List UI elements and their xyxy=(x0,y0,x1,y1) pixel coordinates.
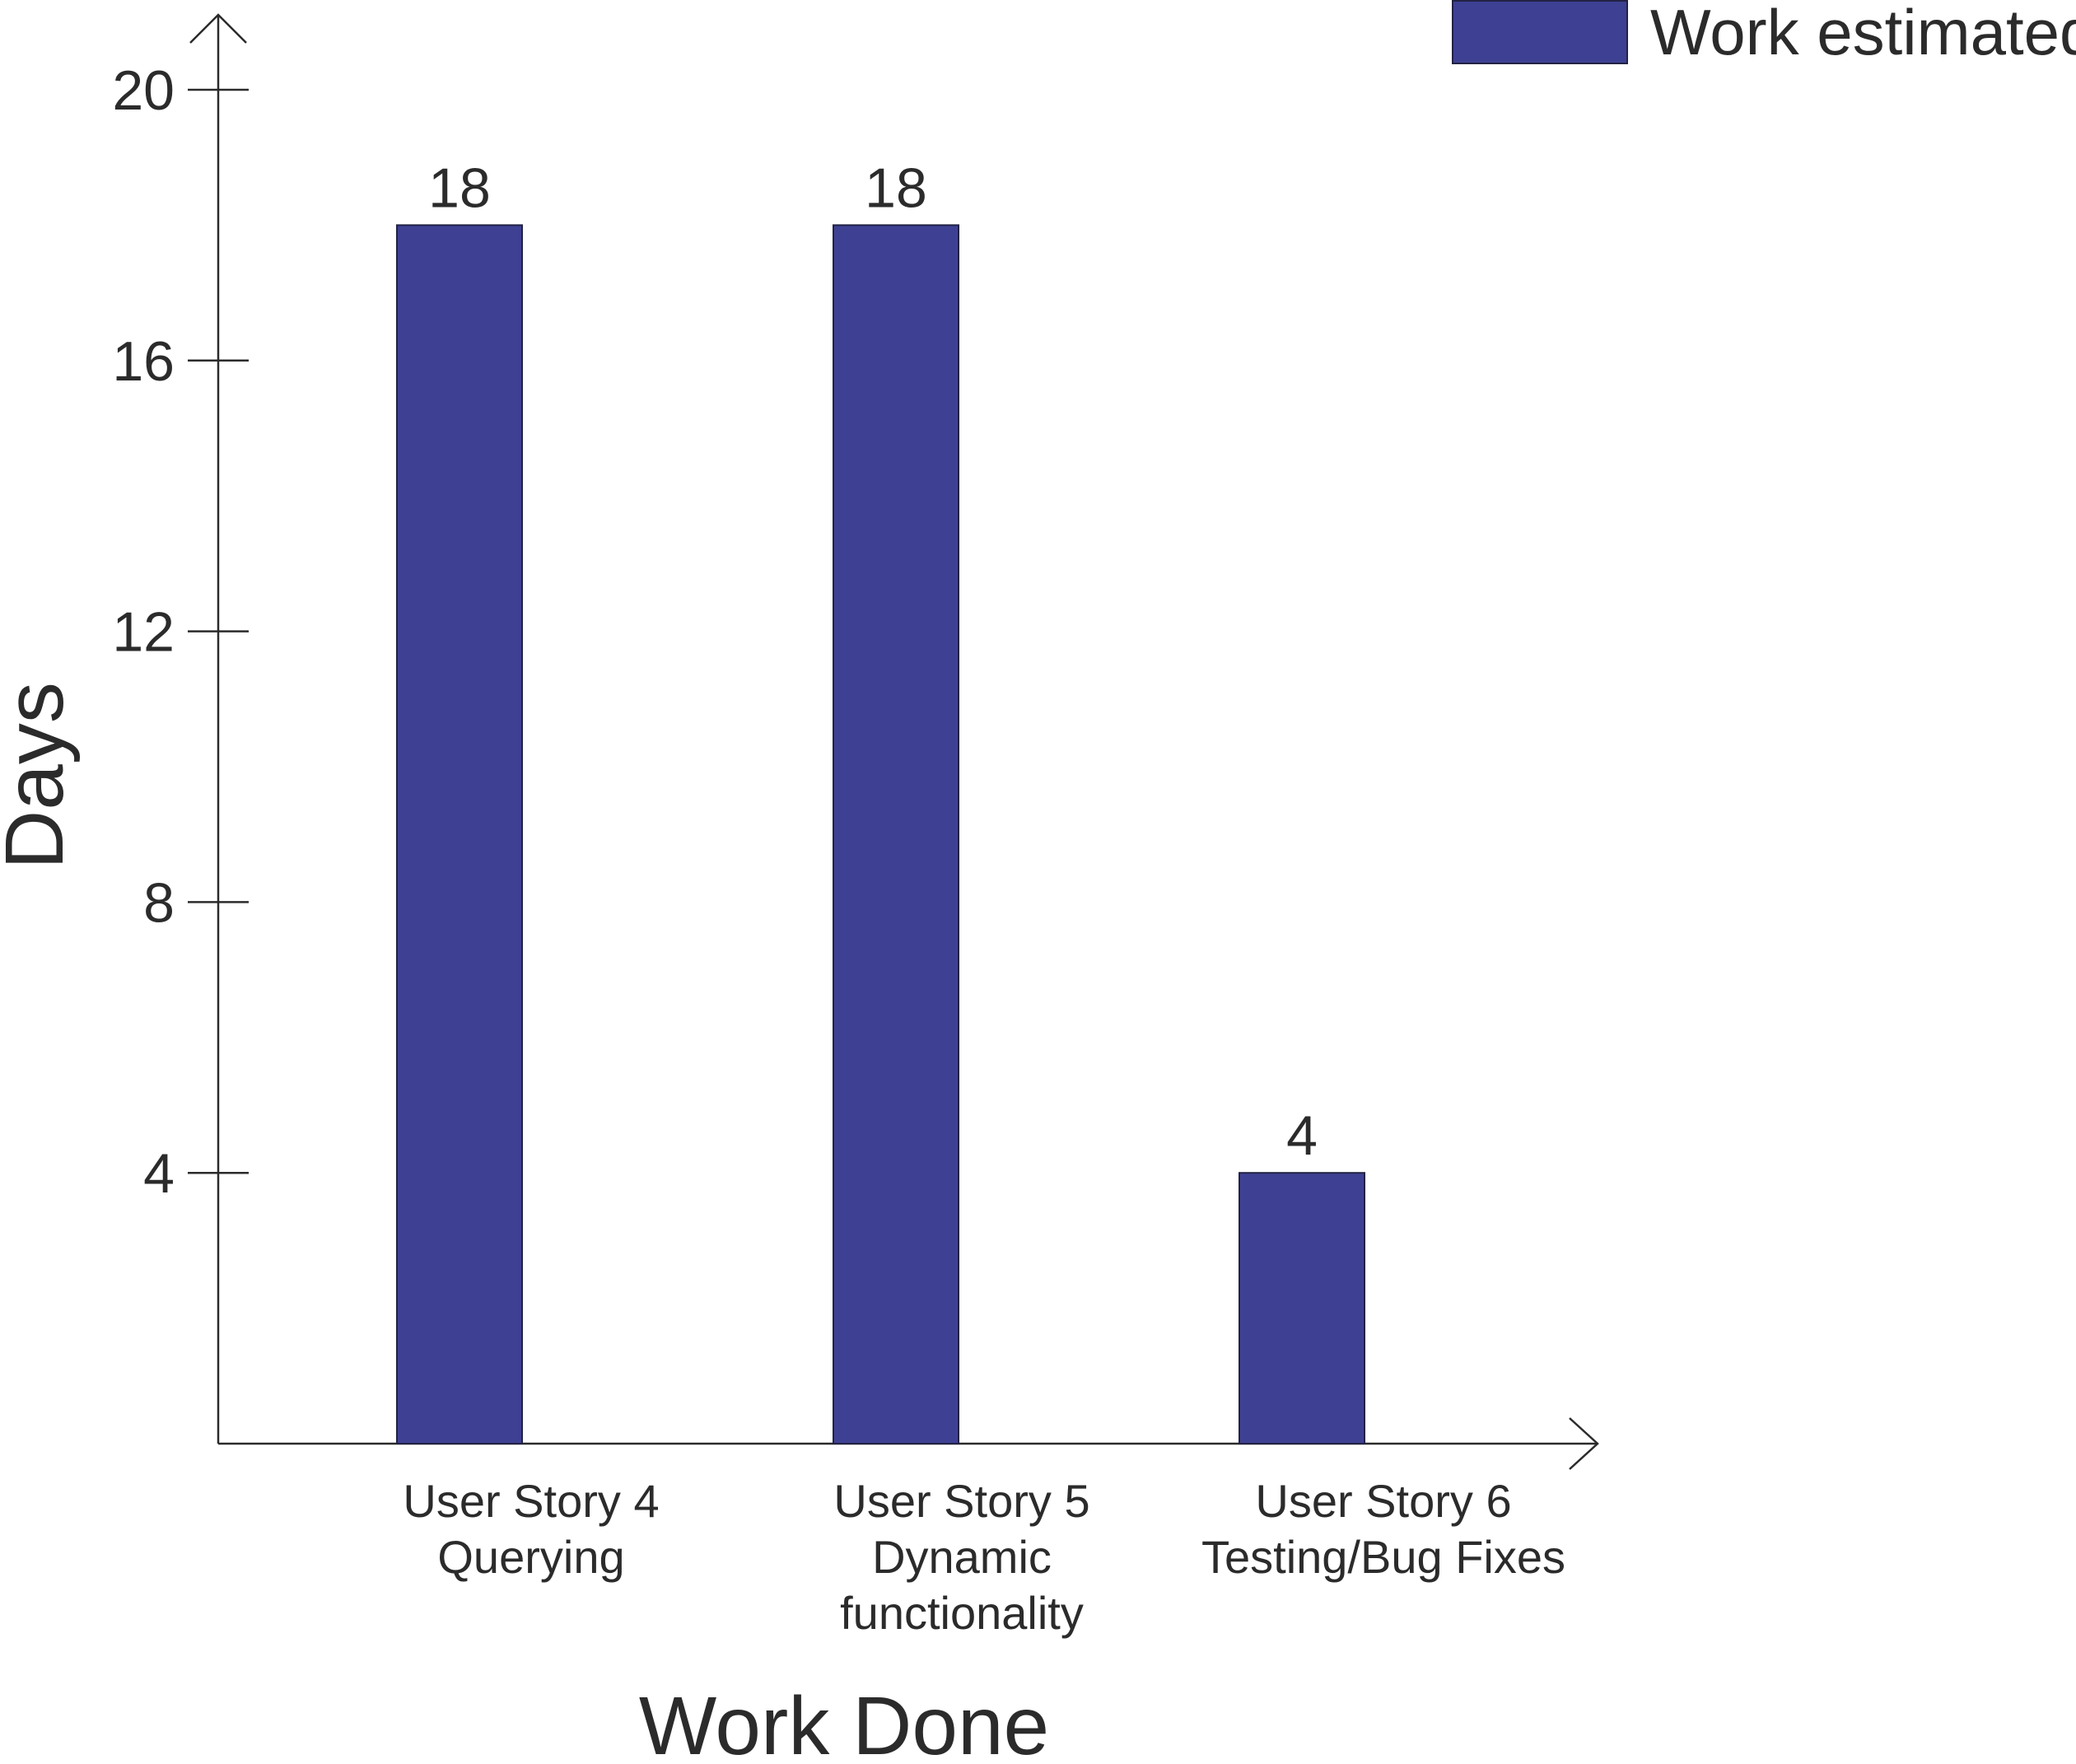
legend-swatch xyxy=(1452,0,1628,64)
bar xyxy=(833,224,959,1444)
bar xyxy=(396,224,523,1444)
labels: 4 8 12 16 20 18 18 4 User Story 4 Querying User St… xyxy=(0,59,1565,1764)
y-tick-label: 12 xyxy=(112,601,175,664)
y-tick-label: 20 xyxy=(112,59,175,122)
y-tick-label: 8 xyxy=(143,871,175,934)
x-category-label: User Story 4 Querying xyxy=(403,1475,659,1583)
x-axis-title: Work Done xyxy=(639,1680,1049,1764)
legend: Work estimated xyxy=(1452,0,2076,68)
y-tick-label: 4 xyxy=(143,1142,175,1205)
x-category-label: User Story 6 Testing/Bug Fixes xyxy=(1201,1475,1565,1583)
bar xyxy=(1239,1172,1365,1444)
bar-value-label: 4 xyxy=(1286,1104,1318,1167)
bar-value-label: 18 xyxy=(428,156,491,219)
legend-label: Work estimated xyxy=(1650,0,2076,68)
y-axis-arrow-icon xyxy=(189,13,247,44)
y-tick-label: 16 xyxy=(112,330,175,393)
x-category-label: User Story 5 Dynamic functionality xyxy=(833,1475,1089,1639)
bars xyxy=(396,224,1365,1444)
x-axis-arrow-icon xyxy=(1569,1417,1599,1470)
y-axis-title: Days xyxy=(0,682,81,870)
bar-value-label: 18 xyxy=(865,156,927,219)
